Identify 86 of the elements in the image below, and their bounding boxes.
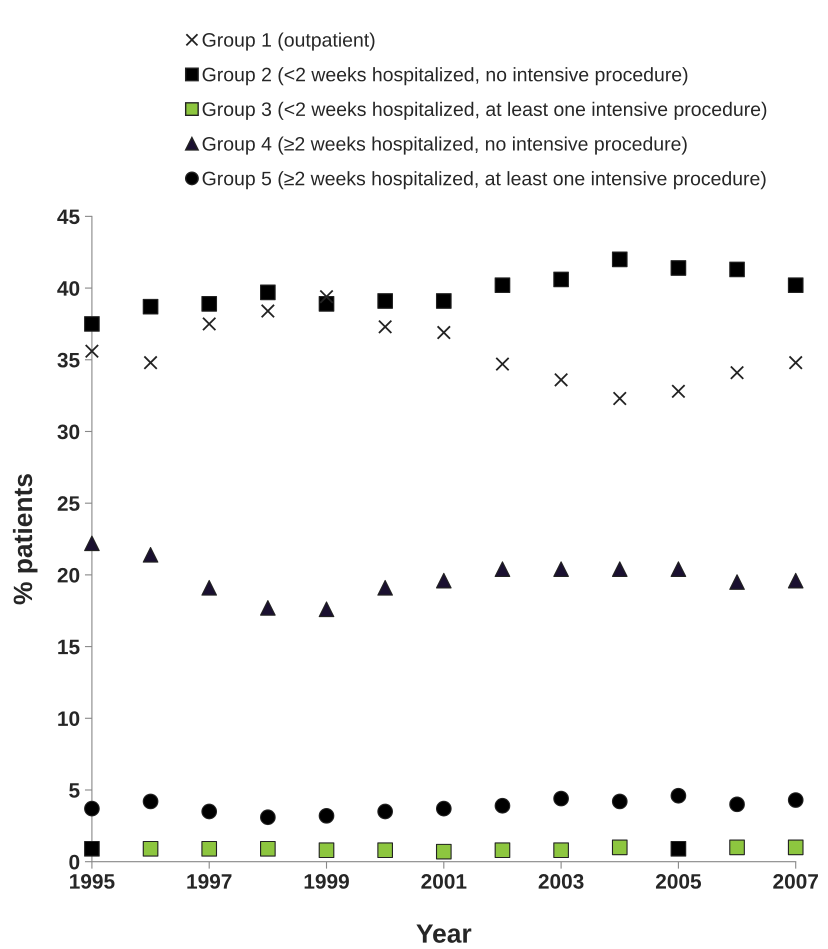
point <box>260 600 276 616</box>
x-tick-label: 2007 <box>773 874 818 889</box>
point <box>436 844 452 860</box>
point <box>612 561 628 577</box>
point <box>553 272 569 288</box>
point <box>318 601 334 618</box>
y-tick-label: 40 <box>57 281 80 296</box>
point <box>378 320 392 334</box>
point <box>260 809 276 826</box>
point <box>436 293 452 309</box>
point <box>671 384 686 398</box>
point <box>553 561 569 577</box>
legend-label: Group 3 (<2 weeks hospitalized, at least one intensive procedure) <box>202 102 766 120</box>
legend-label: Group 1 (outpatient) <box>202 32 374 51</box>
point <box>670 561 686 577</box>
point <box>494 842 510 858</box>
x-tick-label: 2003 <box>538 874 584 889</box>
point <box>494 277 510 294</box>
y-tick-label: 0 <box>69 854 80 870</box>
point <box>495 356 510 372</box>
point <box>494 561 510 577</box>
point <box>377 580 393 596</box>
point <box>260 304 275 318</box>
point <box>788 792 804 808</box>
point <box>729 262 745 278</box>
x-axis-title: Year <box>416 924 472 943</box>
point <box>377 804 393 820</box>
point <box>612 391 627 406</box>
point <box>554 372 568 387</box>
point <box>730 366 744 380</box>
y-tick-label: 45 <box>57 210 80 224</box>
x-tick-label: 2001 <box>421 874 466 889</box>
point <box>319 290 334 304</box>
point <box>142 546 158 563</box>
point <box>142 298 158 315</box>
point <box>494 798 510 814</box>
point <box>260 840 276 857</box>
point <box>143 356 158 370</box>
legend-label: Group 4 (≥2 weeks hospitalized, no intensive procedure) <box>202 136 687 155</box>
point <box>729 840 745 856</box>
y-tick-label: 25 <box>58 496 80 511</box>
point <box>729 574 745 590</box>
point <box>202 316 216 332</box>
point <box>318 808 334 824</box>
y-axis-title: % patients <box>12 474 38 604</box>
x-tick-label: 1997 <box>187 874 232 889</box>
point <box>729 796 745 812</box>
point <box>612 794 628 810</box>
point <box>142 840 158 857</box>
point <box>201 840 218 857</box>
y-tick-label: 15 <box>58 640 80 654</box>
point <box>318 842 334 858</box>
point <box>436 325 451 340</box>
point <box>612 252 628 268</box>
legend-label: Group 5 (≥2 weeks hospitalized, at least one intensive procedure) <box>202 171 766 190</box>
point <box>377 293 393 309</box>
point <box>201 804 218 820</box>
point <box>436 572 452 588</box>
point <box>553 842 569 858</box>
point <box>84 344 100 358</box>
x-tick-label: 1999 <box>304 874 349 889</box>
point <box>84 316 100 332</box>
point <box>377 842 393 858</box>
point <box>84 800 100 816</box>
y-tick-label: 5 <box>69 783 80 798</box>
point <box>201 296 218 312</box>
point <box>788 277 804 294</box>
y-tick-label: 30 <box>57 424 80 440</box>
point <box>142 794 158 810</box>
y-tick-label: 20 <box>58 568 80 583</box>
point <box>788 572 804 588</box>
point <box>612 840 628 856</box>
point <box>260 284 276 300</box>
point <box>553 790 569 806</box>
x-tick-label: 2005 <box>656 874 702 889</box>
y-tick-label: 10 <box>58 711 80 726</box>
point <box>670 788 686 804</box>
point <box>436 800 452 816</box>
point <box>84 535 100 552</box>
point <box>201 580 218 596</box>
point <box>670 260 686 276</box>
point <box>788 840 804 856</box>
x-tick-label: 1995 <box>70 874 115 889</box>
y-tick-label: 35 <box>57 352 80 368</box>
legend-label: Group 2 (<2 weeks hospitalized, no intensive procedure) <box>202 67 688 86</box>
point <box>788 356 803 370</box>
